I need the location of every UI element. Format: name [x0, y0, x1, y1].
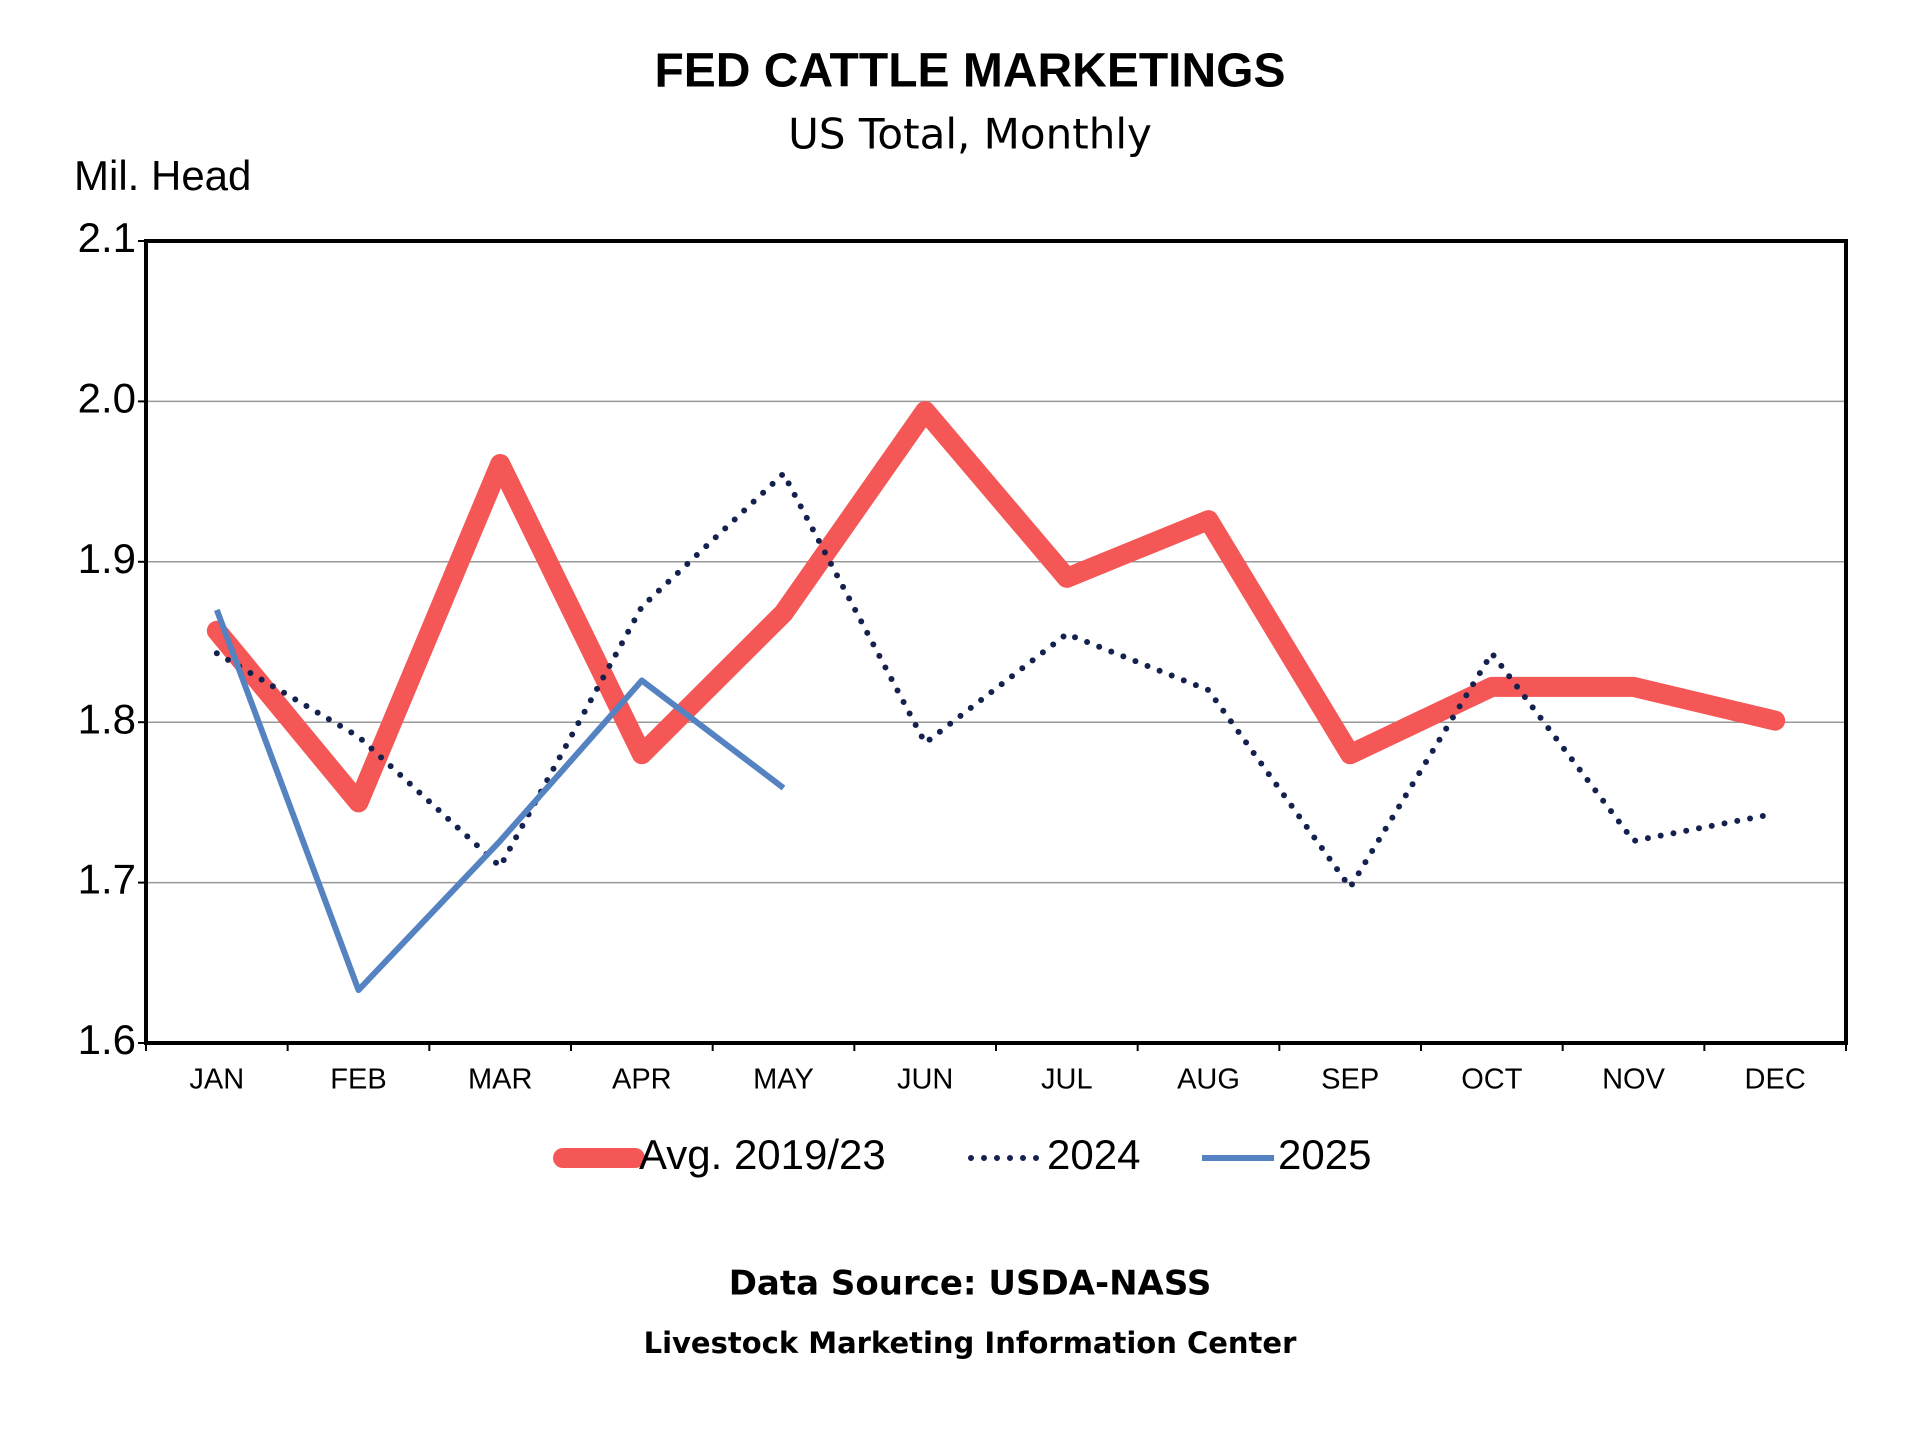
x-tick-label: MAR [468, 1064, 532, 1096]
legend-label: Avg. 2019/23 [639, 1131, 886, 1178]
legend-label: 2024 [1047, 1131, 1140, 1178]
x-tick-label: JAN [189, 1064, 244, 1096]
footer: Livestock Marketing Information Center [644, 1326, 1297, 1360]
x-tick-label: APR [612, 1064, 672, 1096]
y-tick-label: 2.1 [78, 214, 136, 261]
x-tick-label: JUL [1041, 1064, 1093, 1096]
x-tick-label: SEP [1321, 1064, 1379, 1096]
x-tick-label: OCT [1461, 1064, 1523, 1096]
x-tick-label: MAY [753, 1064, 814, 1096]
x-tick-label: DEC [1745, 1064, 1806, 1096]
chart-title: FED CATTLE MARKETINGS [654, 45, 1285, 98]
y-tick-label: 1.8 [78, 695, 136, 742]
legend-label: 2025 [1278, 1131, 1371, 1178]
y-tick-label: 1.6 [78, 1016, 136, 1063]
series-line [213, 468, 1779, 893]
x-tick-label: NOV [1602, 1064, 1666, 1096]
series-line [214, 608, 786, 994]
y-tick-label: 2.0 [78, 374, 136, 421]
y-tick-label: 1.9 [78, 535, 136, 582]
x-tick-label: AUG [1177, 1064, 1240, 1096]
y-tick-label: 1.7 [78, 856, 136, 903]
x-tick-label: JUN [897, 1064, 953, 1096]
source: Data Source: USDA-NASS [729, 1264, 1212, 1304]
y-axis-label: Mil. Head [74, 152, 251, 199]
x-tick-label: FEB [330, 1064, 386, 1096]
chart-subtitle: US Total, Monthly [788, 110, 1152, 159]
plot-border [144, 239, 1848, 1045]
